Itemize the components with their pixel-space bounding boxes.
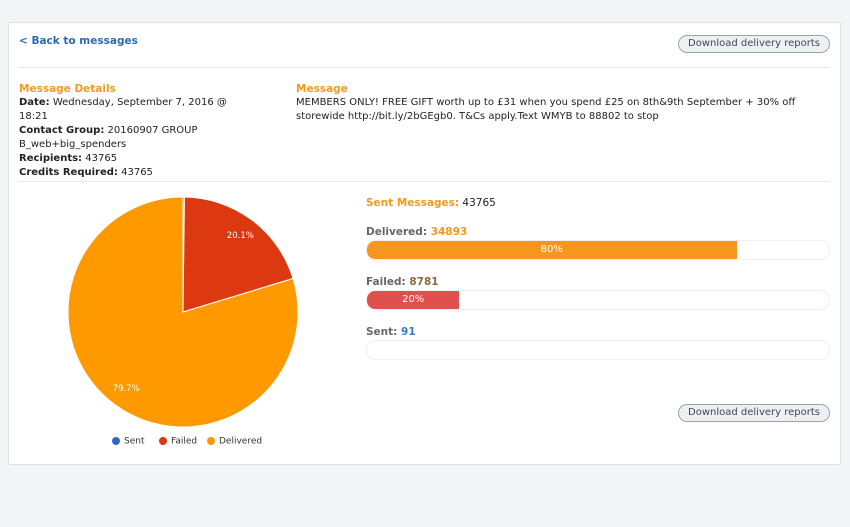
detail-value: 43765 xyxy=(85,153,118,164)
legend-label: Sent xyxy=(124,437,145,447)
bar-fill: 20% xyxy=(367,291,460,309)
details-rows: Date: Wednesday, September 7, 2016 @ 18:… xyxy=(19,96,239,180)
bar-label: Failed: 8781 xyxy=(366,276,439,288)
pie-slice xyxy=(182,196,294,313)
bar-track: 20% xyxy=(366,290,830,310)
bar-count: 34893 xyxy=(430,226,468,238)
detail-row: Recipients: 43765 xyxy=(19,152,239,166)
detail-value: Wednesday, September 7, 2016 @ 18:21 xyxy=(19,97,227,122)
detail-label: Credits Required: xyxy=(19,167,118,178)
bar-name: Sent: xyxy=(366,326,398,338)
bar-label: Delivered: 34893 xyxy=(366,226,467,238)
details: Message Details Date: Wednesday, Septemb… xyxy=(19,82,239,180)
detail-label: Date: xyxy=(19,97,50,108)
sent-messages-value: 43765 xyxy=(462,197,496,209)
download-button[interactable]: Download delivery reports xyxy=(678,404,830,422)
detail-row: Date: Wednesday, September 7, 2016 @ 18:… xyxy=(19,96,239,124)
message-card: < Back to messages Download delivery rep… xyxy=(8,22,841,465)
details-heading: Message Details xyxy=(19,83,116,95)
sent-messages-label: Sent Messages: xyxy=(366,197,460,209)
message-heading: Message xyxy=(296,83,348,95)
message-text: MEMBERS ONLY! FREE GIFT worth up to £31 … xyxy=(296,97,796,122)
slice-label: 79.7% xyxy=(113,384,140,394)
detail-value: 20160907 GROUP B_web+big_spenders xyxy=(19,125,198,150)
divider xyxy=(19,181,829,182)
message: Message MEMBERS ONLY! FREE GIFT worth up… xyxy=(296,82,816,124)
detail-value: 43765 xyxy=(121,167,153,178)
bar-track: 80% xyxy=(366,240,830,260)
pie-chart: 20.1% 79.7% Sent Failed Delivered xyxy=(67,196,299,447)
detail-label: Recipients: xyxy=(19,153,83,164)
legend-dot xyxy=(112,437,120,445)
sent-messages: Sent Messages: 43765 xyxy=(366,197,496,209)
back-link[interactable]: < Back to messages xyxy=(19,35,138,47)
detail-row: Contact Group: 20160907 GROUP B_web+big_… xyxy=(19,124,239,152)
bar-name: Delivered: xyxy=(366,226,428,238)
detail-label: Contact Group: xyxy=(19,125,105,136)
legend-dot xyxy=(159,437,167,445)
legend-label: Delivered xyxy=(219,437,262,447)
detail-row: Credits Required: 43765 xyxy=(19,166,239,180)
bar-name: Failed: xyxy=(366,276,406,288)
legend-dot xyxy=(207,437,215,445)
bar-label: Sent: 91 xyxy=(366,326,416,338)
bar-count: 91 xyxy=(401,326,416,338)
bar-track xyxy=(366,340,830,360)
pie-slice xyxy=(67,196,299,428)
slice-label: 20.1% xyxy=(227,231,254,241)
download-button[interactable]: Download delivery reports xyxy=(678,35,830,53)
divider xyxy=(19,67,829,68)
bar-count: 8781 xyxy=(409,276,439,288)
bar-fill: 80% xyxy=(367,241,737,259)
legend-label: Failed xyxy=(171,437,197,447)
